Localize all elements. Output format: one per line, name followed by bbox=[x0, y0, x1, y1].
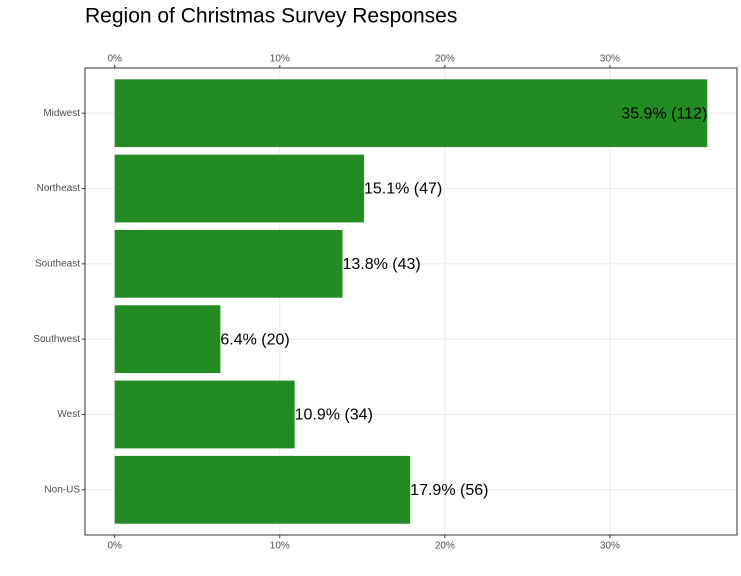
value-label: 35.9% (112) bbox=[621, 105, 707, 122]
panel-border bbox=[84, 67, 738, 536]
y-tick-label: Midwest bbox=[43, 108, 80, 119]
bar bbox=[114, 380, 295, 449]
value-label: 15.1% (47) bbox=[364, 181, 442, 198]
y-tick-label: Northeast bbox=[37, 183, 81, 194]
chart-title: Region of Christmas Survey Responses bbox=[85, 5, 457, 28]
x-tick-label: 30% bbox=[600, 541, 620, 552]
value-label: 10.9% (34) bbox=[295, 407, 373, 424]
bar bbox=[114, 154, 364, 223]
x-tick-label: 30% bbox=[600, 54, 620, 65]
value-label: 6.4% (20) bbox=[220, 331, 289, 348]
x-tick-label: 0% bbox=[107, 54, 122, 65]
x-tick-label: 20% bbox=[435, 541, 455, 552]
bar bbox=[114, 79, 708, 148]
y-tick-label: West bbox=[57, 409, 80, 420]
bar bbox=[114, 305, 221, 374]
bar bbox=[114, 455, 411, 524]
x-tick-label: 10% bbox=[270, 54, 290, 65]
y-tick-label: Southwest bbox=[33, 334, 80, 345]
value-label: 13.8% (43) bbox=[342, 256, 420, 273]
x-tick-label: 10% bbox=[270, 541, 290, 552]
bar bbox=[114, 229, 343, 298]
x-tick-label: 0% bbox=[107, 541, 122, 552]
x-tick-label: 20% bbox=[435, 54, 455, 65]
value-label: 17.9% (56) bbox=[410, 482, 488, 499]
y-tick-label: Non-US bbox=[44, 484, 80, 495]
y-tick-label: Southeast bbox=[35, 258, 80, 269]
